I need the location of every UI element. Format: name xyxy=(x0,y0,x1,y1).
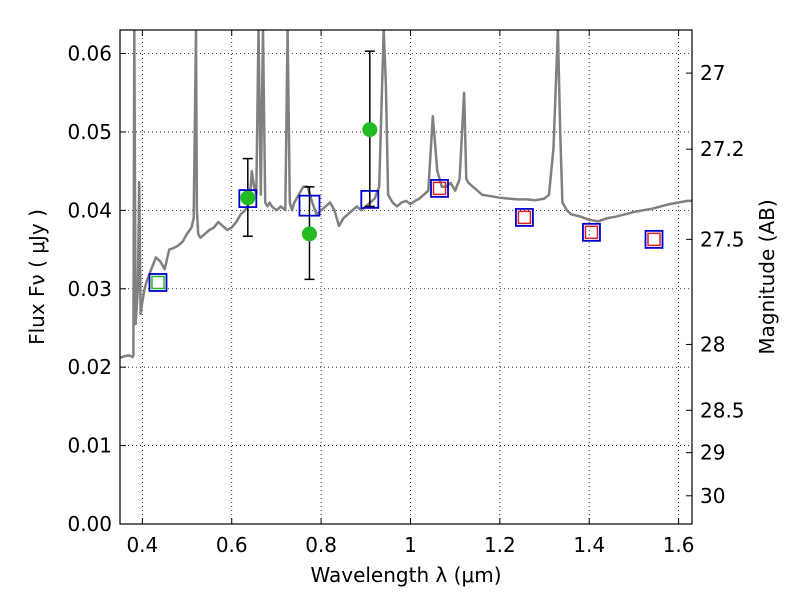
model-band-squares xyxy=(148,178,664,292)
inner-square xyxy=(584,225,599,240)
x-tick-label: 1 xyxy=(404,533,417,557)
y-axis-label: Flux Fν ( μJy ) xyxy=(25,209,49,345)
y-tick-label: 0.04 xyxy=(67,198,112,222)
observed-point xyxy=(301,226,317,242)
plot-area xyxy=(120,30,692,359)
right-tick-label: 27.5 xyxy=(700,227,745,251)
x-tick-label: 0.8 xyxy=(305,533,337,557)
x-tick-label: 1.2 xyxy=(484,533,516,557)
x-tick-label: 0.4 xyxy=(126,533,158,557)
right-axis-label: Magnitude (AB) xyxy=(755,199,779,354)
y-tick-label: 0.01 xyxy=(67,434,112,458)
right-tick-label: 28 xyxy=(700,332,725,356)
observed-point xyxy=(240,190,256,206)
observed-points xyxy=(240,122,378,242)
x-tick-label: 0.6 xyxy=(216,533,248,557)
right-tick-label: 27.2 xyxy=(700,137,745,161)
right-tick-label: 28.5 xyxy=(700,398,745,422)
model-spectrum-line xyxy=(120,30,692,359)
y-axis-ticks: 0.00 0.01 0.02 0.03 0.04 0.05 0.06 xyxy=(67,42,126,536)
right-tick-label: 29 xyxy=(700,441,725,465)
y-tick-label: 0.05 xyxy=(67,120,112,144)
model-band-square xyxy=(644,229,664,249)
model-band-square xyxy=(148,273,168,292)
model-band-square xyxy=(360,189,380,209)
x-axis-label: Wavelength λ (μm) xyxy=(310,563,501,587)
right-axis-ticks: 27 27.2 27.5 28 28.5 29 30 xyxy=(686,61,745,508)
inner-square xyxy=(517,210,532,225)
x-axis-ticks: 0.4 0.6 0.8 1 1.2 1.4 1.6 xyxy=(126,30,695,557)
plot-background xyxy=(120,30,692,524)
model-band-square xyxy=(298,194,321,217)
right-tick-label: 30 xyxy=(700,484,725,508)
model-band-square xyxy=(582,222,601,242)
model-band-square xyxy=(515,208,534,227)
x-tick-label: 1.6 xyxy=(663,533,695,557)
observed-point xyxy=(362,122,378,138)
model-band-square xyxy=(430,178,449,198)
inner-square xyxy=(151,275,165,290)
y-tick-label: 0.00 xyxy=(67,512,112,536)
y-tick-label: 0.06 xyxy=(67,42,112,66)
y-tick-label: 0.03 xyxy=(67,277,112,301)
model-band-square xyxy=(238,189,258,208)
plot-frame xyxy=(119,29,693,525)
inner-square xyxy=(647,232,661,247)
x-tick-label: 1.4 xyxy=(573,533,605,557)
y-tick-label: 0.02 xyxy=(67,355,112,379)
right-tick-label: 27 xyxy=(700,61,725,85)
inner-square xyxy=(432,181,447,196)
